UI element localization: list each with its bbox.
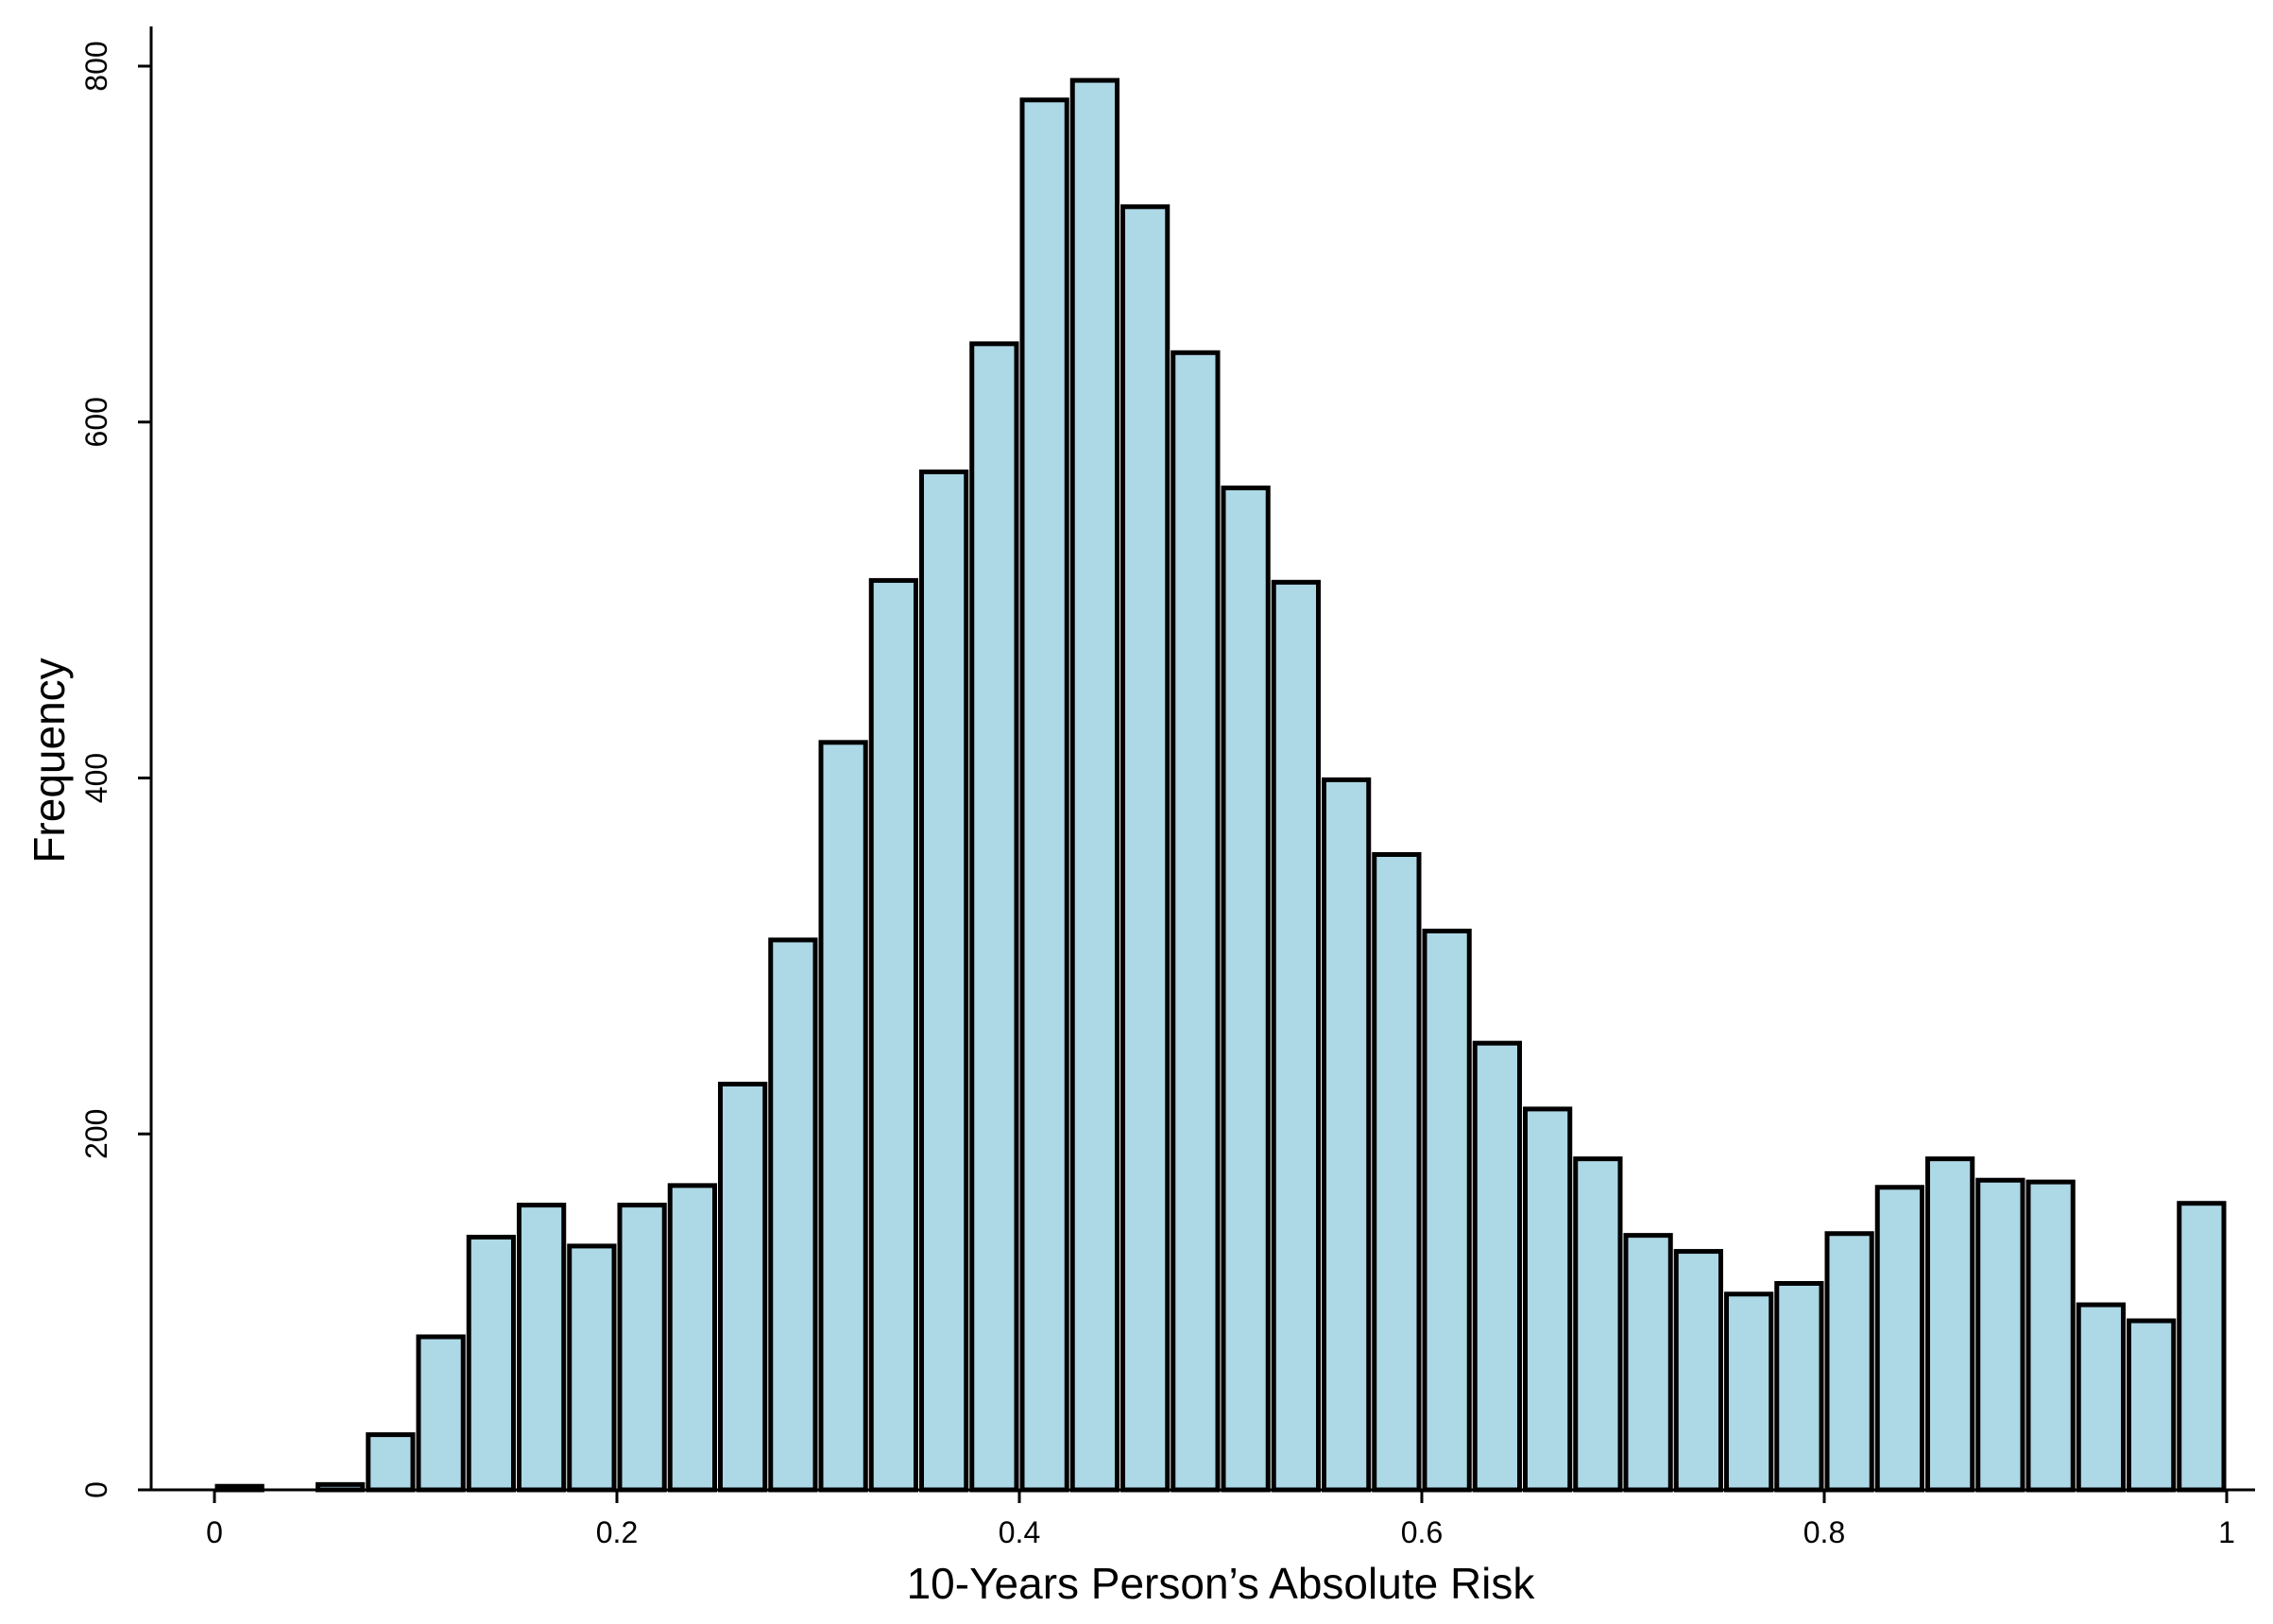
x-tick-label: 0	[206, 1515, 223, 1549]
x-tick-label: 0.2	[596, 1515, 638, 1549]
x-tick-label: 0.6	[1401, 1515, 1443, 1549]
y-axis-ticks: 0 200 400 600 800	[79, 41, 151, 1498]
histogram-bar	[1623, 1233, 1673, 1493]
y-tick-label: 0	[79, 1481, 113, 1498]
bars-group	[214, 77, 2227, 1493]
histogram-bar	[1824, 1231, 1874, 1493]
histogram-bar	[718, 1082, 768, 1493]
histogram-bar	[1120, 204, 1171, 1493]
histogram-bar	[366, 1432, 416, 1493]
y-tick-label: 400	[79, 753, 113, 803]
histogram-bar	[1422, 929, 1472, 1493]
histogram-bar	[2177, 1201, 2227, 1493]
histogram-bar	[868, 577, 918, 1493]
histogram-bar	[667, 1183, 717, 1493]
histogram-bar	[818, 740, 868, 1493]
histogram-bar	[1221, 485, 1271, 1493]
histogram-bar	[1322, 777, 1372, 1493]
y-tick-label: 200	[79, 1109, 113, 1159]
y-tick-label: 800	[79, 41, 113, 91]
histogram-bar	[567, 1243, 617, 1493]
histogram-bar	[1925, 1156, 1975, 1493]
histogram-bar	[2076, 1302, 2126, 1493]
x-tick-label: 0.4	[999, 1515, 1040, 1549]
x-tick-label: 1	[2218, 1515, 2235, 1549]
histogram-bar	[1673, 1249, 1723, 1493]
histogram-bar	[1171, 350, 1221, 1493]
histogram-bar	[1573, 1156, 1623, 1493]
histogram-bar	[1069, 77, 1119, 1493]
histogram-bar	[1774, 1280, 1824, 1493]
histogram-bar	[1271, 579, 1321, 1493]
histogram-bar	[466, 1235, 516, 1493]
histogram-bar	[617, 1203, 667, 1493]
histogram-bar	[1019, 97, 1069, 1493]
histogram-bar	[1874, 1185, 1924, 1493]
histogram-bar	[969, 341, 1019, 1493]
histogram-bar	[768, 937, 818, 1493]
histogram-bar	[1372, 852, 1422, 1493]
histogram-bar	[2127, 1318, 2177, 1493]
y-tick-label: 600	[79, 397, 113, 447]
histogram-bar	[517, 1203, 567, 1493]
histogram-bar	[1472, 1040, 1522, 1493]
histogram-bar	[416, 1334, 466, 1493]
y-axis-title: Frequency	[25, 658, 74, 863]
x-tick-label: 0.8	[1803, 1515, 1845, 1549]
histogram-bar	[1975, 1177, 2025, 1493]
x-axis-title: 10-Years Person’s Absolute Risk	[907, 1559, 1536, 1608]
histogram-bar	[919, 469, 969, 1493]
histogram-bar	[1724, 1291, 1774, 1493]
histogram-bar	[1523, 1106, 1573, 1493]
x-axis-ticks: 0 0.2 0.4 0.6 0.8 1	[206, 1490, 2235, 1549]
histogram-bar	[2025, 1179, 2076, 1493]
